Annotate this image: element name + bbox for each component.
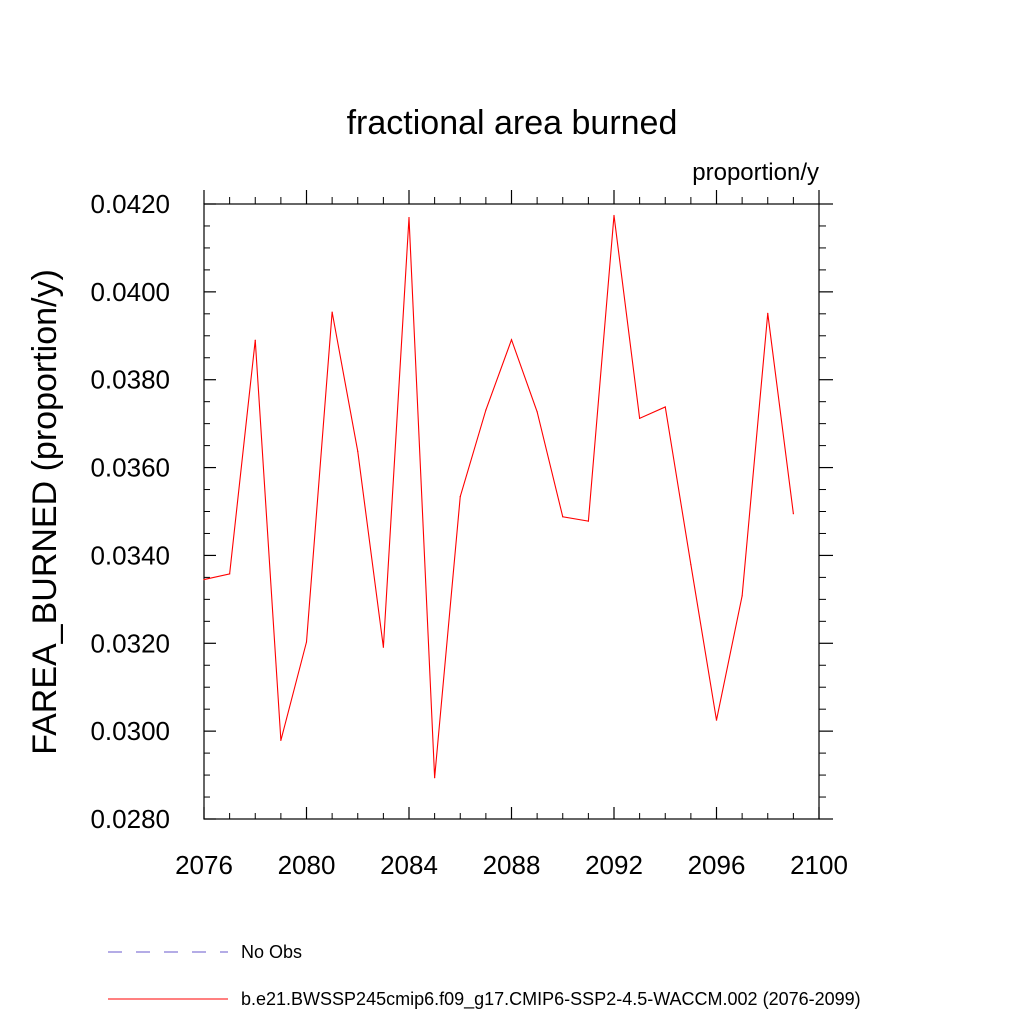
data-point: [562, 516, 564, 518]
data-point: [690, 564, 692, 566]
axis-ticks: [203, 190, 833, 820]
y-tick-label: 0.0280: [90, 804, 170, 834]
data-point: [357, 450, 359, 452]
y-axis-label: FAREA_BURNED (proportion/y): [26, 269, 64, 755]
data-point: [485, 409, 487, 411]
data-point: [639, 417, 641, 419]
data-point: [280, 739, 282, 741]
x-tick-label: 2084: [380, 850, 438, 880]
units-label: proportion/y: [692, 159, 819, 186]
x-tick-label: 2096: [688, 850, 746, 880]
data-point: [741, 595, 743, 597]
data-point: [587, 520, 589, 522]
data-point: [434, 777, 436, 779]
legend: No Obs b.e21.BWSSP245cmip6.f09_g17.CMIP6-…: [108, 942, 861, 1010]
x-tick-label: 2080: [278, 850, 336, 880]
data-point: [331, 311, 333, 313]
x-tick-label: 2076: [175, 850, 233, 880]
tick-labels: 2076 2080 2084 2088 2092 2096 2100 0.0280 0.0300…: [90, 189, 847, 880]
y-tick-label: 0.0420: [90, 189, 170, 219]
data-point: [254, 339, 256, 341]
data-point: [510, 339, 513, 341]
y-tick-label: 0.0360: [90, 453, 170, 483]
y-tick-label: 0.0380: [90, 365, 170, 395]
y-tick-label: 0.0340: [90, 540, 170, 570]
x-tick-label: 2100: [790, 850, 848, 880]
data-point: [229, 573, 231, 575]
data-point: [203, 578, 205, 581]
data-point: [459, 495, 461, 498]
data-point: [792, 513, 794, 515]
chart-title: fractional area burned: [347, 104, 678, 142]
data-point: [715, 719, 718, 721]
x-tick-label: 2088: [483, 850, 541, 880]
y-tick-label: 0.0400: [90, 277, 170, 307]
data-point: [382, 646, 384, 648]
data-point: [664, 406, 666, 408]
data-point: [305, 641, 308, 643]
series-layer: [203, 214, 794, 779]
plot-frame: [203, 203, 820, 820]
data-point: [536, 411, 538, 413]
legend-label: b.e21.BWSSP245cmip6.f09_g17.CMIP6-SSP2-4…: [241, 989, 861, 1010]
data-point: [613, 214, 615, 217]
x-tick-label: 2092: [585, 850, 643, 880]
legend-label: No Obs: [241, 942, 302, 962]
y-tick-label: 0.0300: [90, 716, 170, 746]
y-tick-label: 0.0320: [90, 628, 170, 658]
data-point: [408, 217, 410, 219]
data-point: [767, 312, 769, 314]
series-line: [203, 215, 794, 778]
